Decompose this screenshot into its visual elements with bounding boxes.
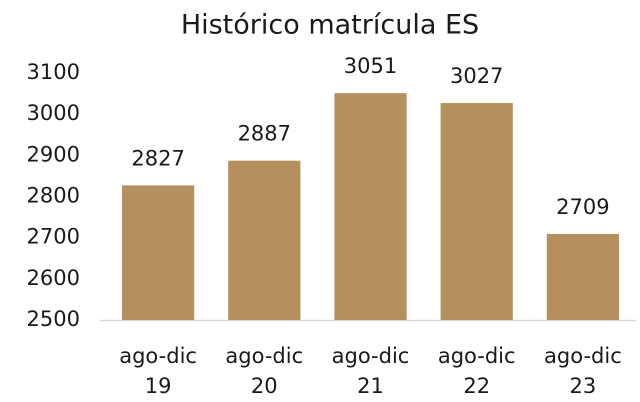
x-tick-label: ago-dic 19 [119, 344, 197, 398]
bar [440, 103, 513, 320]
data-label: 3027 [450, 64, 503, 88]
bar [121, 185, 195, 320]
y-tick-label: 2700 [27, 225, 80, 249]
y-tick-label: 2600 [27, 266, 80, 290]
y-tick-label: 2800 [27, 184, 80, 208]
bar [546, 233, 620, 320]
y-tick-label: 3000 [27, 101, 80, 125]
bar [228, 160, 301, 320]
data-label: 2887 [238, 122, 291, 146]
chart-title: Histórico matrícula ES [181, 10, 479, 41]
x-tick-label: ago-dic 23 [544, 344, 622, 398]
x-tick-label: ago-dic 22 [438, 344, 516, 398]
y-tick-label: 2900 [27, 142, 80, 166]
data-label: 2827 [131, 146, 184, 170]
data-label: 3051 [344, 54, 397, 78]
bar [334, 93, 407, 321]
y-tick-label: 3100 [27, 60, 80, 84]
y-tick-label: 2500 [27, 307, 80, 331]
x-tick-label: ago-dic 21 [332, 344, 410, 398]
data-label: 2709 [556, 195, 609, 219]
x-tick-label: ago-dic 20 [225, 344, 303, 398]
